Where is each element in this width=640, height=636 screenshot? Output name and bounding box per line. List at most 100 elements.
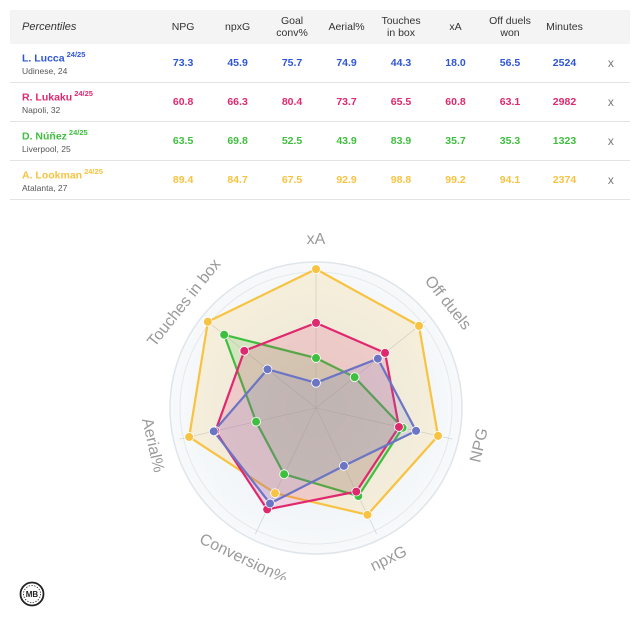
header-npg[interactable]: NPG [171, 21, 195, 33]
player-season: 24/25 [84, 167, 103, 177]
table-header: Percentiles NPG npxG Goal conv% Aerial% T… [10, 10, 630, 44]
header-percentiles: Percentiles [22, 21, 77, 33]
player-season: 24/25 [74, 89, 93, 99]
remove-player-button[interactable]: x [607, 56, 614, 70]
stat-value: 73.7 [336, 96, 357, 108]
header-minutes[interactable]: Minutes [546, 21, 583, 33]
stat-value: 1323 [552, 135, 577, 147]
data-point [414, 321, 424, 331]
header-aerial[interactable]: Aerial% [328, 21, 365, 33]
radar-spoke [315, 320, 426, 409]
header-goal-conv[interactable]: Goal conv% [276, 15, 308, 39]
data-point [262, 364, 273, 375]
stat-value: 98.8 [390, 174, 412, 186]
stat-value: 2524 [552, 57, 577, 69]
remove-player-button[interactable]: x [607, 134, 614, 148]
data-point [351, 486, 362, 497]
stat-value: 84.7 [227, 174, 248, 186]
stat-value: 2374 [552, 174, 577, 186]
table-body: L. Lucca 24/25 Udinese, 24 73.3 45.9 75.7 74.9… [10, 44, 630, 200]
data-point [270, 488, 280, 498]
remove-player-button[interactable]: x [607, 95, 614, 109]
brand-logo: MB [19, 581, 45, 607]
remove-player-button[interactable]: x [607, 173, 614, 187]
data-point [311, 264, 321, 274]
data-point [311, 378, 321, 388]
data-point [184, 432, 195, 442]
axis-label: Aerial% [138, 417, 167, 475]
data-point [239, 346, 250, 356]
player-row: D. Núñez 24/25 Liverpool, 25 63.5 69.8 52.5 43… [10, 122, 630, 161]
axis-label: npxG [368, 543, 410, 575]
header-xa[interactable]: xA [449, 21, 462, 33]
data-point [380, 348, 390, 358]
player-season: 24/25 [68, 128, 88, 138]
stat-value: 99.2 [445, 174, 466, 186]
data-point [373, 353, 383, 364]
stat-value: 69.8 [227, 135, 248, 147]
data-point [433, 431, 443, 441]
stat-value: 2982 [552, 96, 577, 108]
data-point [394, 422, 404, 432]
player-team: Atalanta, 27 [22, 182, 68, 193]
data-point [311, 318, 321, 328]
stat-value: 89.4 [172, 174, 194, 186]
player-season: 24/25 [66, 50, 86, 60]
data-point [279, 469, 289, 480]
stat-value: 35.7 [445, 135, 466, 147]
series-area [212, 357, 418, 505]
player-row: A. Lookman 24/25 Atalanta, 27 89.4 84.7 67.5 9… [10, 161, 630, 200]
stat-value: 74.9 [336, 57, 357, 69]
data-point [411, 426, 421, 436]
radar-spoke [179, 407, 317, 440]
data-point [208, 426, 219, 437]
stat-value: 65.5 [390, 96, 412, 108]
stat-value: 45.9 [227, 57, 248, 69]
radar-spoke [315, 407, 453, 440]
comparison-table: Percentiles NPG npxG Goal conv% Aerial% T… [10, 10, 630, 200]
stat-value: 35.3 [499, 135, 521, 147]
stat-value: 18.0 [445, 57, 466, 69]
stat-value: 60.8 [445, 96, 466, 108]
stat-value: 92.9 [336, 174, 357, 186]
logo-text: MB [26, 590, 39, 599]
header-touches-in-box[interactable]: Touches in box [381, 15, 421, 39]
stat-value: 63.5 [172, 135, 194, 147]
stat-value: 66.3 [227, 96, 248, 108]
player-name[interactable]: L. Lucca 24/25 [22, 50, 86, 65]
stat-value: 67.5 [281, 174, 303, 186]
series-area [188, 268, 440, 516]
player-row: R. Lukaku 24/25 Napoli, 32 60.8 66.3 80.4 73.7… [10, 83, 630, 122]
data-point [203, 316, 213, 327]
player-team: Liverpool, 25 [22, 143, 71, 154]
stat-value: 83.9 [390, 135, 412, 147]
data-point [219, 329, 229, 340]
stat-value: 75.7 [281, 57, 303, 69]
header-off-duels[interactable]: Off duels won [489, 15, 531, 39]
stat-value: 73.3 [172, 57, 194, 69]
data-point [339, 461, 349, 471]
player-name[interactable]: D. Núñez 24/25 [22, 128, 88, 143]
data-point [349, 372, 360, 382]
data-point [265, 498, 275, 509]
stat-value: 80.4 [281, 96, 303, 108]
stat-value: 52.5 [281, 135, 303, 147]
stat-value: 94.1 [499, 174, 521, 186]
player-team: Napoli, 32 [22, 104, 61, 115]
player-row: L. Lucca 24/25 Udinese, 24 73.3 45.9 75.7 74.9… [10, 44, 630, 83]
player-name[interactable]: R. Lukaku 24/25 [22, 89, 93, 104]
stat-value: 60.8 [172, 96, 194, 108]
series-area [223, 333, 404, 498]
data-point [251, 416, 261, 427]
player-name[interactable]: A. Lookman 24/25 [22, 167, 103, 182]
axis-label: NPG [467, 427, 491, 465]
axis-label: xA [307, 231, 326, 248]
header-npxg[interactable]: npxG [225, 21, 251, 33]
stat-value: 63.1 [499, 96, 521, 108]
stat-value: 43.9 [336, 135, 357, 147]
player-team: Udinese, 24 [22, 65, 68, 76]
data-point [362, 510, 373, 520]
data-point [311, 353, 321, 363]
stat-value: 44.3 [390, 57, 412, 69]
